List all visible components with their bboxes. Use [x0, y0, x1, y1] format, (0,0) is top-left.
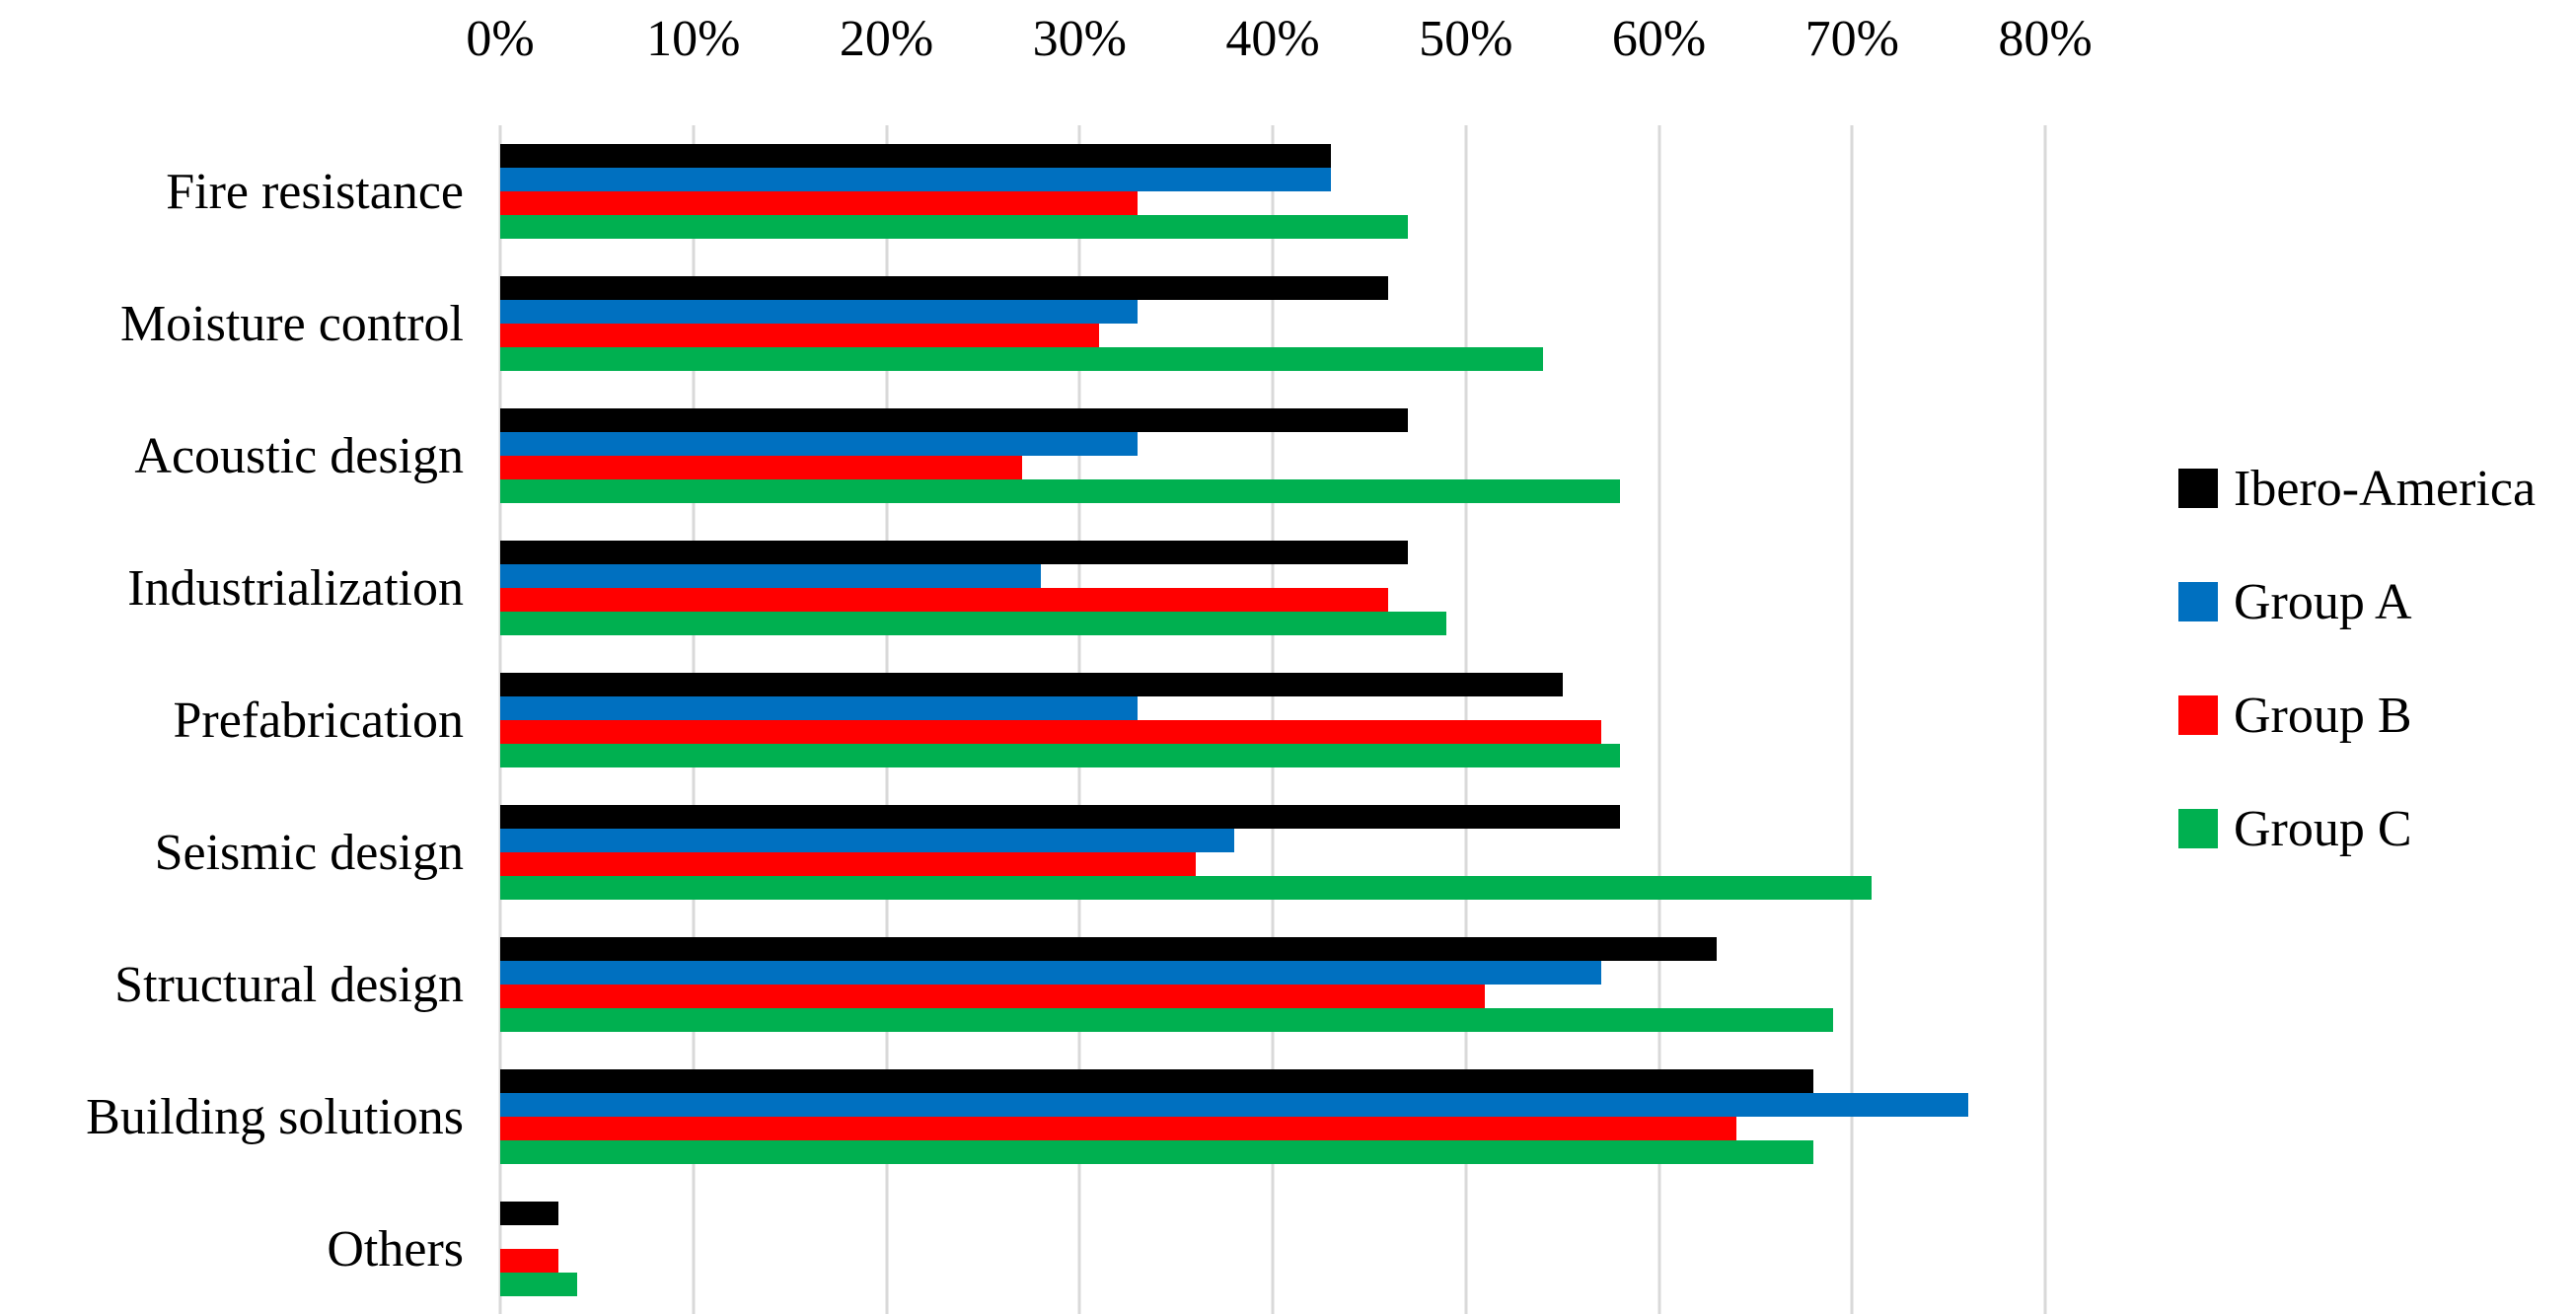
bar-group-a: [500, 961, 1601, 985]
bar-group-c: [500, 876, 1872, 900]
x-axis-tick-label: 80%: [1998, 11, 2093, 67]
bar-ibero-america: [500, 1202, 558, 1225]
bar-ibero-america: [500, 541, 1408, 564]
legend-item: Group B: [2178, 687, 2536, 744]
legend-label: Ibero-America: [2234, 460, 2537, 517]
bar-ibero-america: [500, 276, 1388, 300]
bar-group-c: [500, 744, 1620, 767]
bar-group: [500, 1202, 577, 1296]
bar-group-a: [500, 829, 1234, 852]
category-label: Others: [327, 1220, 464, 1278]
category-label: Building solutions: [86, 1088, 464, 1145]
gridline: [1657, 125, 1660, 1314]
bar-group-b: [500, 588, 1388, 612]
category-label: Prefabrication: [173, 692, 464, 749]
bar-group-b: [500, 1117, 1736, 1140]
category-row: Others: [0, 1183, 2576, 1314]
bar-ibero-america: [500, 144, 1331, 168]
legend-item: Ibero-America: [2178, 460, 2536, 517]
x-axis-tick-label: 40%: [1225, 11, 1320, 67]
bar-ibero-america: [500, 1069, 1813, 1093]
category-row: Seismic design: [0, 786, 2576, 918]
category-row: Building solutions: [0, 1051, 2576, 1183]
bar-group-b: [500, 456, 1022, 479]
bar-group: [500, 937, 1833, 1032]
bar-ibero-america: [500, 408, 1408, 432]
category-row: Moisture control: [0, 257, 2576, 390]
category-label: Fire resistance: [166, 163, 464, 220]
x-axis-tick-label: 0%: [466, 11, 535, 67]
legend: Ibero-America Group A Group B Group C: [2178, 460, 2536, 913]
bar-ibero-america: [500, 805, 1620, 829]
category-row: Structural design: [0, 918, 2576, 1051]
bar-group: [500, 408, 1620, 503]
bar-group-c: [500, 215, 1408, 239]
gridline: [1850, 125, 1854, 1314]
legend-item: Group C: [2178, 800, 2536, 857]
bar-group: [500, 805, 1872, 900]
bar-group: [500, 276, 1543, 371]
bar-group: [500, 1069, 1968, 1164]
bar-group-a: [500, 168, 1331, 191]
x-axis-tick-label: 20%: [839, 11, 934, 67]
bar-group-a: [500, 432, 1138, 456]
bar-group: [500, 541, 1446, 635]
legend-swatch-icon: [2178, 809, 2218, 848]
bar-group-a: [500, 1093, 1968, 1117]
plot-area: Fire resistance Moisture control Acoustic …: [0, 125, 2576, 1314]
x-axis-tick-label: 70%: [1804, 11, 1899, 67]
bar-group-b: [500, 852, 1196, 876]
legend-swatch-icon: [2178, 582, 2218, 621]
legend-item: Group A: [2178, 573, 2536, 630]
legend-swatch-icon: [2178, 469, 2218, 508]
legend-label: Group C: [2234, 800, 2412, 857]
category-row: Industrialization: [0, 522, 2576, 654]
bar-group-b: [500, 1249, 558, 1273]
bar-group-a: [500, 300, 1138, 324]
x-axis-tick-label: 10%: [646, 11, 741, 67]
category-label: Industrialization: [127, 559, 464, 617]
bar-ibero-america: [500, 937, 1717, 961]
bar-group-c: [500, 347, 1543, 371]
category-row: Acoustic design: [0, 390, 2576, 522]
category-label: Seismic design: [154, 824, 464, 881]
bar-group-c: [500, 1140, 1813, 1164]
legend-label: Group A: [2234, 573, 2412, 630]
bar-group-b: [500, 191, 1138, 215]
category-label: Moisture control: [119, 295, 464, 352]
gridline: [1464, 125, 1468, 1314]
bar-group-a: [500, 564, 1041, 588]
gridline: [2043, 125, 2047, 1314]
bar-group-c: [500, 479, 1620, 503]
bar-group-b: [500, 720, 1601, 744]
legend-label: Group B: [2234, 687, 2412, 744]
bar-group: [500, 144, 1408, 239]
category-row: Fire resistance: [0, 125, 2576, 257]
bar-group-c: [500, 612, 1446, 635]
bar-group-b: [500, 985, 1485, 1008]
x-axis-tick-label: 60%: [1611, 11, 1707, 67]
x-axis-tick-label: 30%: [1032, 11, 1127, 67]
bar-group-c: [500, 1008, 1833, 1032]
bar-group-c: [500, 1273, 577, 1296]
x-axis-tick-label: 50%: [1419, 11, 1513, 67]
category-row: Prefabrication: [0, 654, 2576, 786]
gridline: [1271, 125, 1275, 1314]
bar-group-a: [500, 696, 1138, 720]
bar-group: [500, 673, 1620, 767]
category-label: Acoustic design: [134, 427, 464, 484]
category-label: Structural design: [114, 956, 464, 1013]
bar-ibero-america: [500, 673, 1563, 696]
legend-swatch-icon: [2178, 695, 2218, 735]
bar-group-b: [500, 324, 1099, 347]
